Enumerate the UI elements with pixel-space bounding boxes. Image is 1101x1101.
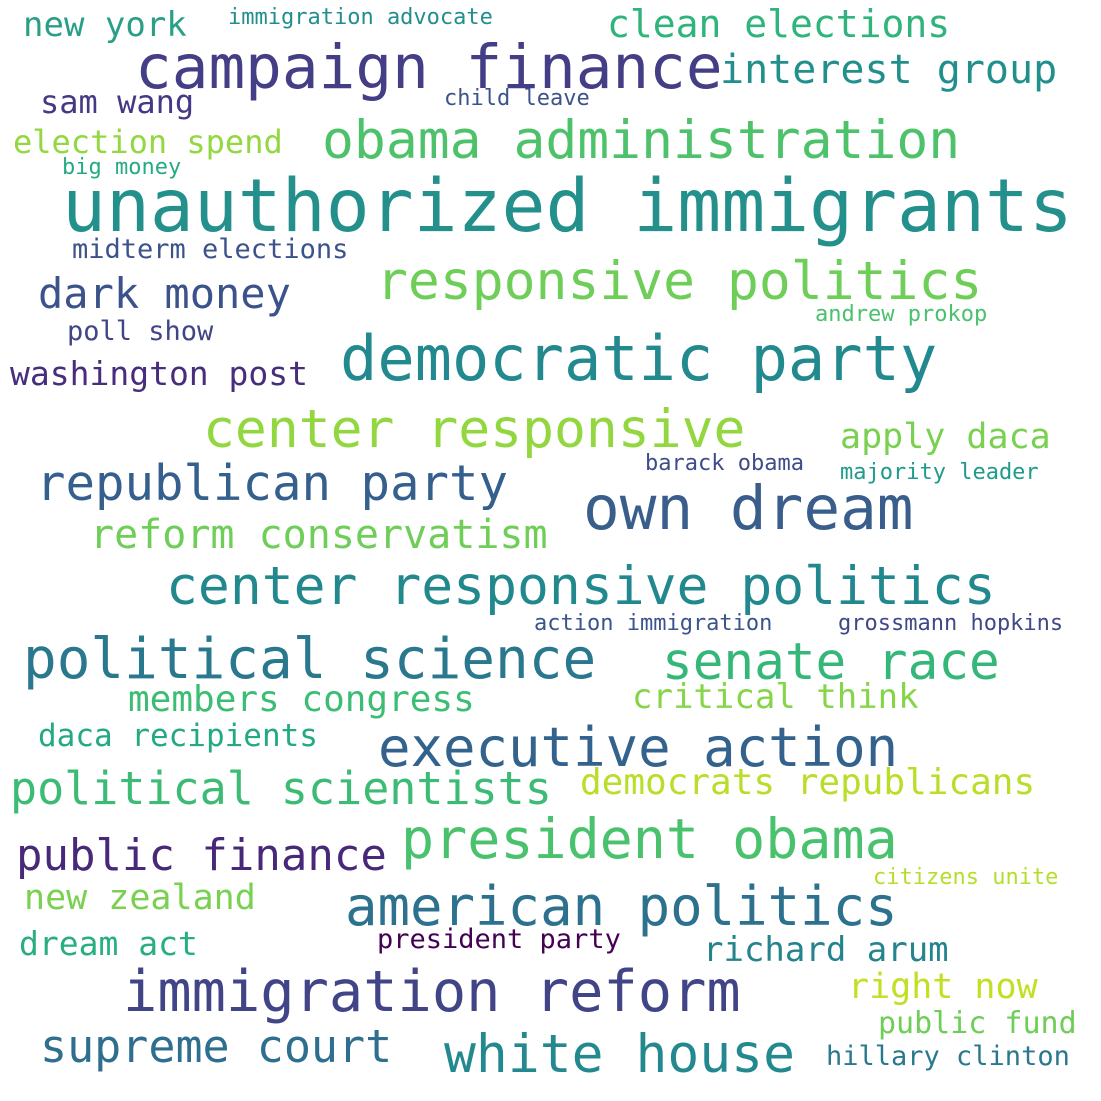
word-republican-party: republican party: [36, 455, 509, 512]
word-midterm-elections: midterm elections: [72, 234, 349, 265]
word-child-leave: child leave: [444, 86, 590, 111]
word-big-money: big money: [62, 155, 182, 180]
word-center-responsive-politics: center responsive politics: [166, 556, 996, 617]
word-immigration-advocate: immigration advocate: [228, 5, 493, 30]
word-responsive-politics: responsive politics: [376, 251, 983, 312]
word-grossmann-hopkins: grossmann hopkins: [838, 611, 1064, 636]
word-daca-recipients: daca recipients: [38, 718, 318, 754]
word-campaign-finance: campaign finance: [135, 32, 723, 103]
word-senate-race: senate race: [662, 633, 1000, 692]
word-political-scientists: political scientists: [10, 762, 552, 815]
word-poll-show: poll show: [67, 316, 214, 347]
word-democrats-republicans: democrats republicans: [580, 762, 1036, 803]
word-new-york: new york: [23, 5, 187, 45]
word-president-party: president party: [377, 924, 621, 955]
word-dream-act: dream act: [19, 924, 198, 963]
word-barack-obama: barack obama: [645, 451, 804, 476]
word-critical-think: critical think: [632, 677, 919, 717]
word-white-house: white house: [444, 1024, 795, 1085]
word-own-dream: own dream: [583, 473, 914, 544]
word-washington-post: washington post: [10, 354, 309, 393]
word-president-obama: president obama: [401, 807, 898, 871]
word-american-politics: american politics: [345, 875, 898, 938]
word-apply-daca: apply daca: [840, 417, 1051, 457]
word-interest-group: interest group: [720, 47, 1058, 93]
word-center-responsive: center responsive: [203, 399, 746, 460]
word-dark-money: dark money: [38, 269, 291, 318]
word-hillary-clinton: hillary clinton: [826, 1041, 1070, 1072]
word-right-now: right now: [848, 967, 1038, 1007]
word-executive-action: executive action: [378, 716, 899, 779]
word-majority-leader: majority leader: [840, 460, 1039, 485]
word-members-congress: members congress: [128, 679, 475, 720]
word-new-zealand: new zealand: [24, 878, 256, 918]
word-clean-elections: clean elections: [607, 2, 951, 46]
word-action-immigration: action immigration: [534, 611, 773, 636]
word-citizens-unite: citizens unite: [873, 865, 1059, 890]
word-andrew-prokop: andrew prokop: [815, 302, 988, 327]
word-supreme-court: supreme court: [40, 1020, 393, 1073]
word-richard-arum: richard arum: [703, 930, 949, 970]
word-sam-wang: sam wang: [40, 83, 195, 121]
word-obama-administration: obama administration: [322, 110, 961, 171]
word-public-fund: public fund: [878, 1006, 1077, 1041]
word-political-science: political science: [23, 627, 597, 692]
word-reform-conservatism: reform conservatism: [90, 512, 548, 558]
word-public-finance: public finance: [16, 830, 387, 881]
word-unauthorized-immigrants: unauthorized immigrants: [62, 164, 1073, 249]
word-election-spend: election spend: [13, 123, 283, 161]
word-democratic-party: democratic party: [340, 322, 938, 395]
word-immigration-reform: immigration reform: [123, 959, 741, 1025]
